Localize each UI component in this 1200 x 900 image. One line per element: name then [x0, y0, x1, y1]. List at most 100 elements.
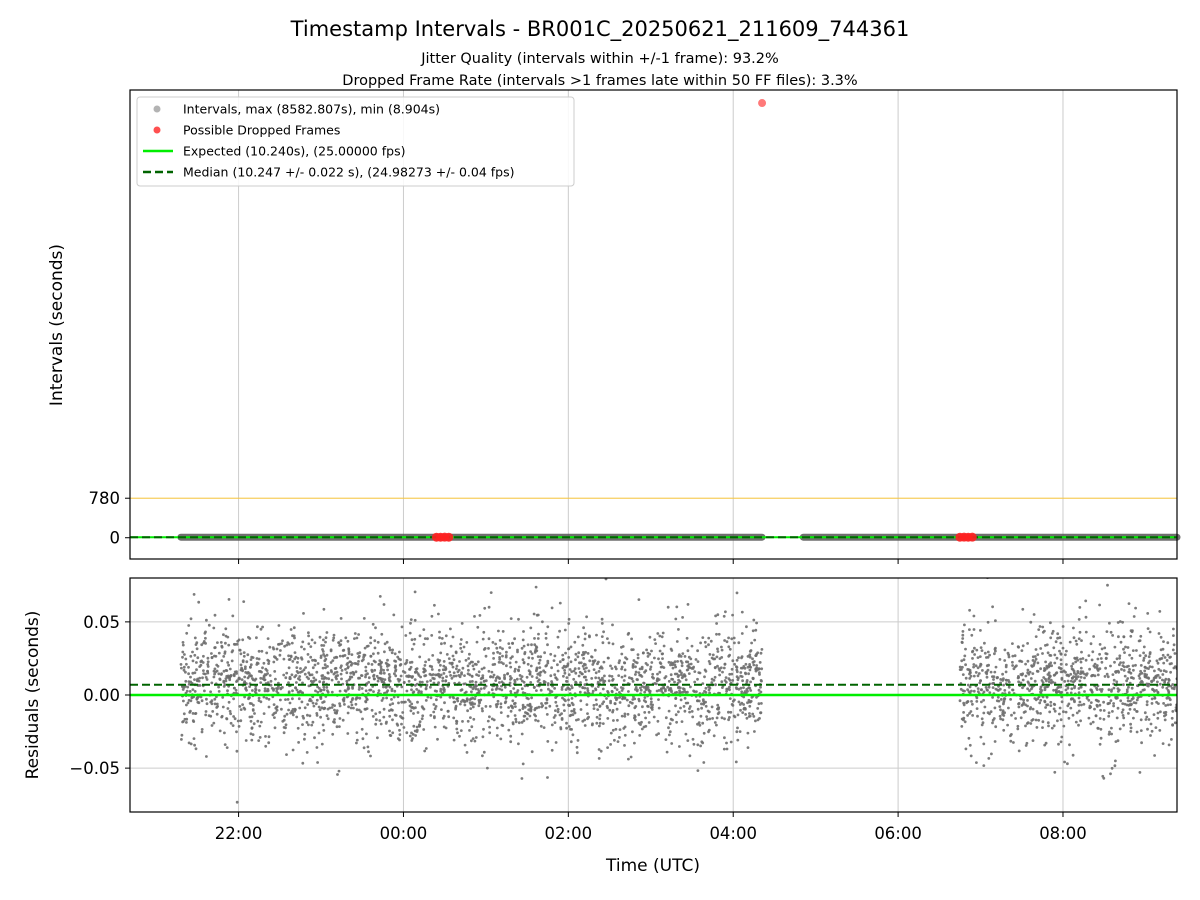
- residual-point: [521, 638, 525, 642]
- residual-point: [623, 712, 627, 716]
- residual-point: [623, 725, 627, 729]
- residual-point: [437, 668, 441, 672]
- residual-point: [414, 734, 417, 737]
- residual-point: [442, 672, 446, 675]
- residual-point: [220, 672, 224, 675]
- residual-point: [1138, 654, 1142, 657]
- residual-point: [472, 667, 476, 671]
- residual-point: [315, 698, 319, 702]
- residual-point: [441, 676, 445, 680]
- residual-point: [242, 654, 246, 658]
- residual-point: [321, 650, 325, 653]
- residual-point: [322, 607, 326, 611]
- residual-point: [331, 659, 335, 662]
- residual-point: [967, 736, 971, 740]
- residual-point: [482, 727, 485, 731]
- residual-point: [285, 753, 288, 756]
- residual-point: [980, 723, 984, 727]
- residual-point: [418, 720, 422, 724]
- residual-point: [643, 670, 646, 674]
- residual-point: [1094, 698, 1098, 702]
- residual-point: [1150, 729, 1154, 733]
- residual-point: [465, 751, 469, 754]
- x-tick-label-2: 02:00: [545, 824, 593, 843]
- residual-point: [1174, 708, 1177, 712]
- residual-point: [224, 679, 228, 683]
- residual-point: [650, 705, 654, 709]
- residual-point: [1156, 691, 1160, 695]
- residual-point: [357, 654, 361, 658]
- residual-point: [340, 677, 343, 681]
- residual-point: [736, 726, 739, 730]
- residual-point: [1127, 712, 1130, 715]
- residual-point: [253, 678, 257, 682]
- residual-point: [673, 663, 677, 667]
- residual-point: [194, 643, 198, 646]
- residual-point: [1061, 625, 1065, 628]
- residual-point: [603, 679, 607, 683]
- residual-point: [1167, 690, 1171, 694]
- residual-point: [1150, 697, 1154, 701]
- residual-point: [1128, 707, 1132, 711]
- residual-point: [491, 675, 495, 679]
- residual-point: [398, 650, 401, 654]
- residual-point: [445, 653, 449, 656]
- residual-point: [569, 660, 573, 664]
- residual-point: [479, 677, 483, 681]
- residual-point: [1149, 734, 1152, 737]
- chart-title: Timestamp Intervals - BR001C_20250621_21…: [290, 17, 910, 42]
- residual-point: [475, 684, 478, 687]
- residual-point: [332, 636, 336, 640]
- residual-point: [1129, 730, 1133, 733]
- residual-point: [265, 651, 269, 655]
- residual-point: [1007, 706, 1010, 710]
- residual-point: [399, 663, 403, 666]
- residual-point: [647, 689, 651, 693]
- residual-point: [456, 699, 460, 703]
- residual-point: [737, 700, 741, 704]
- residual-point: [705, 715, 708, 718]
- residual-point: [478, 700, 481, 704]
- residual-point: [291, 660, 295, 663]
- residual-point: [1099, 727, 1103, 731]
- residual-point: [473, 739, 477, 743]
- residual-point: [664, 689, 667, 693]
- residual-point: [582, 662, 586, 666]
- residual-point: [628, 676, 631, 680]
- residual-point: [1165, 696, 1169, 700]
- residual-point: [582, 626, 585, 630]
- residual-point: [200, 728, 204, 731]
- residual-point: [254, 685, 258, 688]
- residual-point: [998, 658, 1002, 661]
- residual-point: [193, 653, 197, 657]
- residual-point: [499, 702, 503, 706]
- residual-point: [363, 646, 367, 650]
- residual-point: [1017, 702, 1020, 706]
- residual-point: [708, 717, 712, 721]
- residual-point: [564, 699, 567, 703]
- residual-point: [230, 650, 234, 654]
- residual-point: [561, 653, 565, 657]
- residual-point: [212, 721, 216, 725]
- residual-point: [627, 690, 630, 693]
- residual-point: [350, 698, 354, 702]
- residual-point: [691, 715, 695, 719]
- residual-point: [376, 679, 380, 683]
- residual-point: [1111, 710, 1114, 713]
- residual-point: [312, 704, 316, 708]
- residual-point: [574, 680, 577, 684]
- residual-point: [380, 632, 384, 636]
- residual-point: [338, 704, 342, 708]
- residual-point: [669, 673, 673, 677]
- residual-point: [975, 700, 979, 703]
- residual-point: [432, 710, 436, 714]
- residual-point: [752, 663, 756, 667]
- residual-point: [494, 679, 498, 682]
- residual-point: [556, 710, 560, 714]
- residual-point: [218, 729, 222, 733]
- residual-point: [739, 666, 743, 670]
- residual-point: [674, 617, 678, 621]
- residual-point: [324, 640, 327, 644]
- residual-point: [581, 672, 584, 676]
- residual-point: [240, 678, 244, 681]
